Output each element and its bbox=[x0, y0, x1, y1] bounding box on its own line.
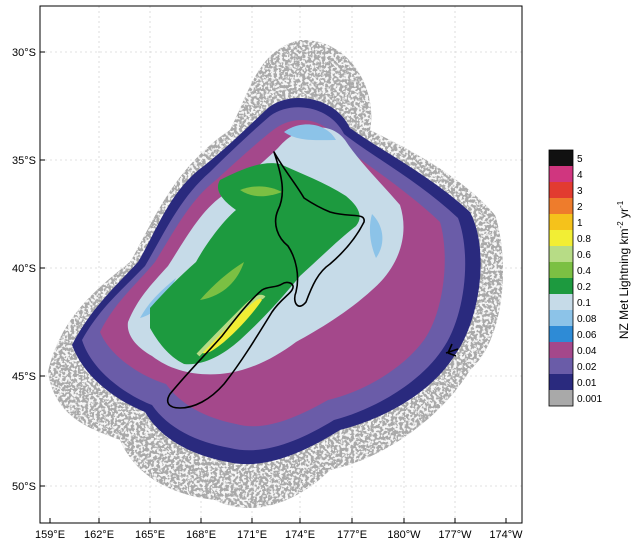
x-tick-label: 165°E bbox=[135, 529, 165, 541]
nz-coastline bbox=[166, 151, 365, 409]
density-band-02 bbox=[150, 163, 360, 365]
colorbar-label: 0.2 bbox=[577, 282, 591, 293]
x-tick-label: 162°E bbox=[84, 529, 114, 541]
colorbar-label: 5 bbox=[577, 154, 583, 165]
colorbar-label: 0.001 bbox=[577, 394, 602, 405]
colorbar-label: 4 bbox=[577, 170, 583, 181]
colorbar-swatch bbox=[549, 246, 573, 262]
colorbar: 5 4 3 2 1 0.8 0.6 0.4 0.2 0.1 0.08 0.06 0.04 0.02 0.01… bbox=[548, 149, 602, 407]
colorbar-swatch bbox=[549, 374, 573, 390]
colorbar-label: 3 bbox=[577, 186, 583, 197]
y-tick-label: 50°S bbox=[12, 481, 36, 493]
colorbar-title-unit: yr bbox=[617, 208, 631, 218]
colorbar-swatch bbox=[549, 294, 573, 310]
colorbar-title-exp1: -2 bbox=[616, 221, 625, 229]
colorbar-swatch bbox=[549, 230, 573, 246]
colorbar-swatch bbox=[549, 262, 573, 278]
y-tick-label: 40°S bbox=[12, 263, 36, 275]
colorbar-label: 0.6 bbox=[577, 250, 591, 261]
colorbar-swatch bbox=[549, 214, 573, 230]
colorbar-label: 0.06 bbox=[577, 330, 597, 341]
x-tick-label: 159°E bbox=[35, 529, 65, 541]
colorbar-swatch bbox=[549, 310, 573, 326]
colorbar-title-text: NZ Met Lightning km bbox=[617, 228, 631, 339]
colorbar-swatch bbox=[549, 198, 573, 214]
colorbar-swatch bbox=[549, 390, 573, 406]
lightning-density-field bbox=[48, 39, 503, 509]
colorbar-frame bbox=[548, 149, 574, 407]
colorbar-label: 1 bbox=[577, 218, 583, 229]
y-tick-label: 45°S bbox=[12, 371, 36, 383]
x-tick-label: 168°E bbox=[186, 529, 216, 541]
colorbar-label: 0.02 bbox=[577, 362, 597, 373]
site-marker bbox=[445, 343, 459, 357]
colorbar-swatch bbox=[549, 342, 573, 358]
x-tick-label: 174°W bbox=[489, 529, 523, 541]
x-tick-label: 180°W bbox=[387, 529, 421, 541]
colorbar-swatch bbox=[549, 278, 573, 294]
x-tick-label: 171°E bbox=[237, 529, 267, 541]
y-tick-label: 35°S bbox=[12, 155, 36, 167]
density-band-008 bbox=[140, 124, 383, 318]
colorbar-label: 0.08 bbox=[577, 314, 597, 325]
x-tick-label: 174°E bbox=[285, 529, 315, 541]
y-tick-label: 30°S bbox=[12, 47, 36, 59]
x-tick-label: 177°E bbox=[337, 529, 367, 541]
y-axis: 30°S 35°S 40°S 45°S 50°S bbox=[12, 47, 45, 493]
colorbar-swatch bbox=[549, 182, 573, 198]
colorbar-swatch bbox=[549, 150, 573, 166]
colorbar-label: 0.4 bbox=[577, 266, 591, 277]
plot-frame bbox=[39, 5, 523, 524]
colorbar-title-exp2: -1 bbox=[616, 200, 625, 208]
colorbar-swatch bbox=[549, 358, 573, 374]
x-axis: 159°E 162°E 165°E 168°E 171°E 174°E 177°… bbox=[35, 518, 523, 541]
density-band-04 bbox=[200, 186, 282, 300]
colorbar-label: 0.04 bbox=[577, 346, 597, 357]
colorbar-title: NZ Met Lightning km-2 yr-1 bbox=[616, 200, 631, 339]
colorbar-label: 0.01 bbox=[577, 378, 597, 389]
colorbar-label: 0.8 bbox=[577, 234, 591, 245]
x-tick-label: 177°W bbox=[438, 529, 472, 541]
colorbar-swatch bbox=[549, 166, 573, 182]
colorbar-label: 0.1 bbox=[577, 298, 591, 309]
colorbar-label: 2 bbox=[577, 202, 583, 213]
colorbar-swatch bbox=[549, 326, 573, 342]
